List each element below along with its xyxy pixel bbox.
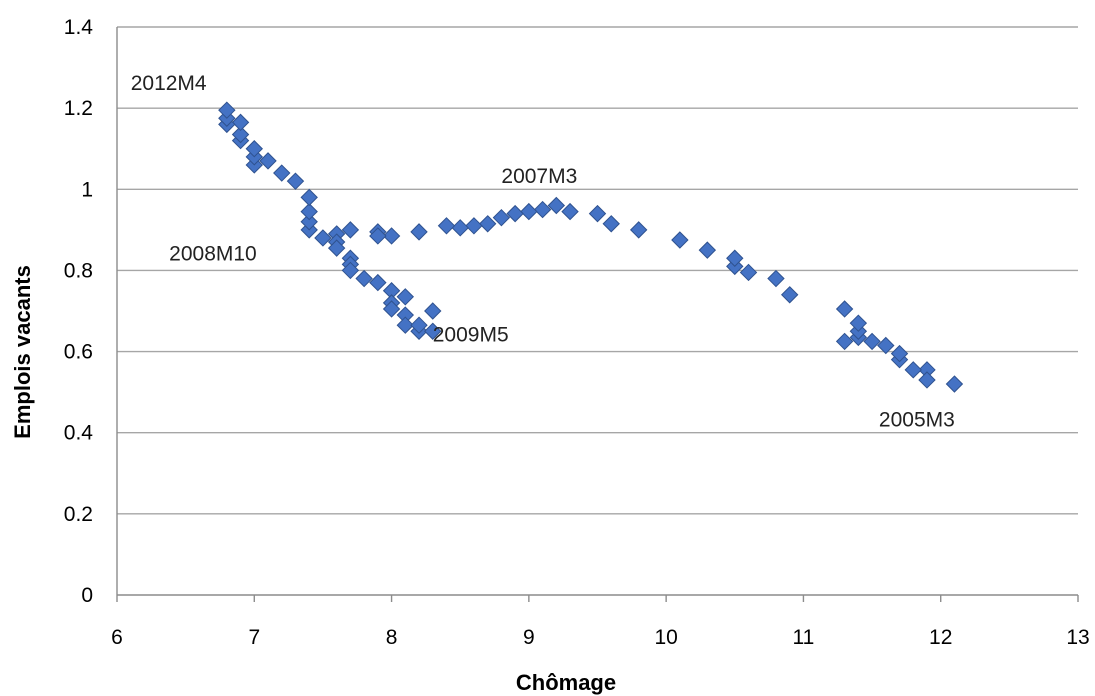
data-point [533, 200, 552, 219]
data-point [547, 196, 566, 215]
data-point [767, 269, 785, 288]
data-point [286, 172, 305, 190]
data-point [424, 302, 442, 320]
annotations: 2012M4 2007M3 2008M10 2009M5 2005M3 [131, 72, 955, 432]
y-tick-label: 0.4 [64, 422, 94, 445]
data-point [945, 375, 964, 393]
data-point [327, 239, 346, 257]
data-point [849, 314, 868, 332]
data-point [506, 204, 524, 223]
data-point [918, 371, 936, 389]
data-point [396, 316, 415, 334]
annotation-label: 2005M3 [879, 409, 955, 432]
x-tick-label: 6 [111, 626, 123, 649]
data-point [671, 231, 689, 249]
y-tick-label: 1.2 [64, 97, 93, 120]
data-point [382, 227, 401, 245]
data-point [259, 152, 277, 170]
data-point [904, 361, 922, 379]
data-point [369, 273, 387, 292]
y-tick-label: 0.8 [64, 259, 93, 282]
data-point [300, 202, 318, 221]
data-point [410, 223, 428, 241]
data-point [369, 227, 387, 245]
data-point [341, 221, 360, 239]
data-points [218, 101, 964, 393]
data-point [890, 344, 909, 363]
y-tick-label: 0 [81, 584, 93, 607]
data-point [424, 322, 442, 340]
x-tick-label: 13 [1066, 626, 1089, 649]
data-point [300, 213, 318, 231]
data-point [726, 249, 744, 267]
data-point [341, 261, 360, 280]
gridlines [117, 26, 1078, 515]
data-point [588, 204, 607, 223]
data-point [877, 336, 895, 355]
data-point [835, 332, 854, 351]
data-point [698, 241, 717, 259]
data-point [396, 288, 415, 306]
x-tick-labels: 6 7 8 9 10 11 12 13 [111, 626, 1090, 649]
data-point [780, 286, 799, 304]
data-point [410, 316, 428, 334]
data-point [602, 215, 620, 233]
x-tick-label: 12 [929, 626, 952, 649]
data-point [437, 217, 456, 235]
x-tick-label: 7 [248, 626, 260, 649]
data-point [231, 113, 250, 132]
data-point [739, 263, 758, 282]
data-point [300, 188, 318, 207]
data-point [520, 202, 538, 221]
y-tick-label: 1 [81, 178, 93, 201]
x-tick-label: 9 [523, 626, 535, 649]
x-tick-label: 10 [654, 626, 677, 649]
data-point [492, 208, 511, 227]
data-point [245, 140, 263, 158]
data-point [273, 164, 291, 182]
axes [116, 27, 1079, 602]
data-point [231, 125, 250, 144]
data-point [382, 300, 401, 318]
x-tick-label: 11 [793, 626, 815, 649]
data-point [478, 215, 497, 233]
data-point [629, 221, 648, 239]
data-point [314, 229, 332, 247]
y-tick-labels: 0 0.2 0.4 0.6 0.8 1 1.2 1.4 [64, 16, 94, 607]
y-tick-label: 0.6 [64, 341, 93, 364]
annotation-label: 2007M3 [501, 165, 577, 188]
data-point [218, 101, 236, 119]
annotation-label: 2008M10 [169, 242, 257, 265]
x-tick-label: 8 [386, 626, 398, 649]
data-point [451, 219, 469, 237]
y-tick-label: 1.4 [64, 16, 94, 39]
annotation-label: 2009M5 [433, 323, 509, 346]
x-axis-title: Chômage [516, 670, 616, 695]
y-tick-label: 0.2 [64, 503, 93, 526]
data-point [465, 217, 483, 235]
data-point [355, 269, 373, 288]
data-point [863, 332, 881, 351]
data-point [835, 300, 854, 318]
data-point [561, 202, 579, 221]
annotation-label: 2012M4 [131, 72, 207, 95]
y-axis-title: Emplois vacants [10, 265, 35, 439]
